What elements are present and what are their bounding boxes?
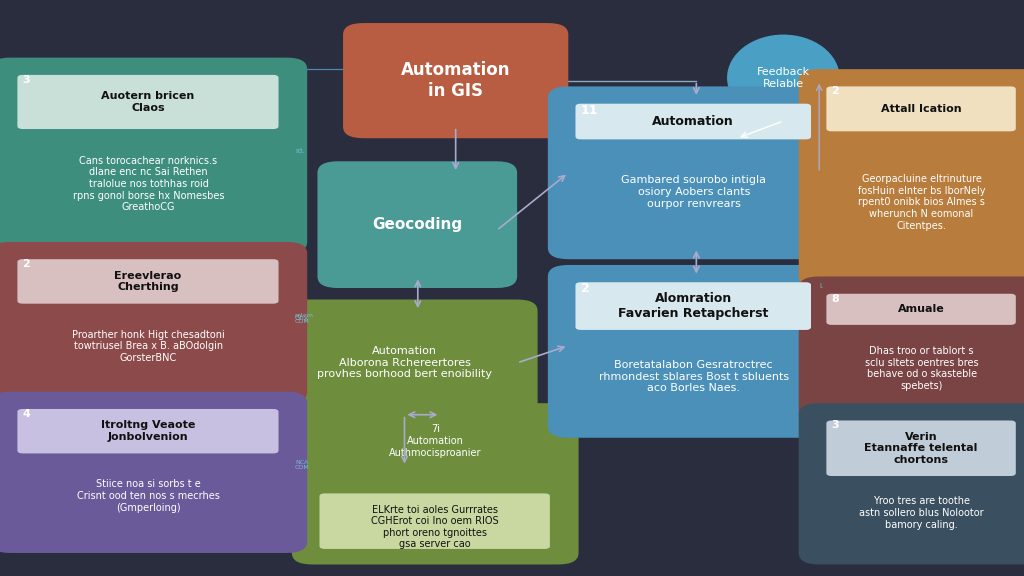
FancyBboxPatch shape bbox=[17, 75, 279, 129]
FancyBboxPatch shape bbox=[575, 282, 811, 330]
Text: Amuale: Amuale bbox=[898, 304, 944, 314]
Text: Proarther honk Higt chesadtoni
towtriusel Brea x B. aBOdolgin
GorsterBNC: Proarther honk Higt chesadtoni towtriuse… bbox=[72, 329, 225, 363]
Text: 4: 4 bbox=[23, 409, 31, 419]
Text: 11: 11 bbox=[581, 104, 598, 117]
Text: Itroltng Veaote
Jonbolvenion: Itroltng Veaote Jonbolvenion bbox=[100, 420, 196, 442]
Text: Yroo tres are toothe
astn sollero blus Nolootor
bamory caling.: Yroo tres are toothe astn sollero blus N… bbox=[859, 497, 984, 530]
FancyBboxPatch shape bbox=[548, 86, 840, 259]
FancyBboxPatch shape bbox=[826, 86, 1016, 131]
FancyBboxPatch shape bbox=[799, 276, 1024, 426]
FancyBboxPatch shape bbox=[799, 69, 1024, 288]
Text: Verin
Etannaffe telental
chortons: Verin Etannaffe telental chortons bbox=[864, 431, 978, 465]
Text: Attall Ication: Attall Ication bbox=[881, 104, 962, 114]
Text: Ghy: Ghy bbox=[295, 314, 309, 321]
FancyBboxPatch shape bbox=[826, 420, 1016, 476]
Text: 3: 3 bbox=[831, 420, 839, 430]
FancyBboxPatch shape bbox=[319, 494, 550, 549]
FancyBboxPatch shape bbox=[17, 259, 279, 304]
Text: Automation
in GIS: Automation in GIS bbox=[401, 61, 510, 100]
Text: 2: 2 bbox=[831, 86, 840, 96]
FancyBboxPatch shape bbox=[826, 294, 1016, 325]
Text: 2: 2 bbox=[23, 259, 31, 269]
FancyBboxPatch shape bbox=[17, 409, 279, 453]
FancyBboxPatch shape bbox=[799, 403, 1024, 564]
Text: ortem
COM: ortem COM bbox=[295, 313, 314, 324]
Text: Dhas troo or tablort s
sclu sltets oentres bres
behave od o skasteble
spebets): Dhas troo or tablort s sclu sltets oentr… bbox=[865, 346, 978, 391]
Text: rd.: rd. bbox=[295, 147, 304, 154]
Text: 8: 8 bbox=[831, 294, 840, 304]
FancyBboxPatch shape bbox=[271, 300, 538, 426]
Text: Geocoding: Geocoding bbox=[372, 217, 463, 232]
FancyBboxPatch shape bbox=[0, 392, 307, 553]
Text: 3: 3 bbox=[23, 75, 30, 85]
Text: Ereevlerao
Cherthing: Ereevlerao Cherthing bbox=[115, 271, 181, 292]
Ellipse shape bbox=[727, 35, 840, 121]
Text: ELKrte toi aoles Gurrrates
CGHErot coi Ino oem RIOS
phort oreno tgnoittes
gsa se: ELKrte toi aoles Gurrrates CGHErot coi I… bbox=[371, 493, 499, 550]
Text: Auotern bricen
Claos: Auotern bricen Claos bbox=[101, 91, 195, 113]
Text: Stiice noa si sorbs t e
Crisnt ood ten nos s mecrhes
(Gmperloing): Stiice noa si sorbs t e Crisnt ood ten n… bbox=[77, 479, 220, 513]
FancyBboxPatch shape bbox=[548, 265, 840, 438]
Text: Automation: Automation bbox=[652, 115, 734, 128]
FancyBboxPatch shape bbox=[0, 242, 307, 403]
Text: Cans torocachear norknics.s
dlane enc nc Sai Rethen
tralolue nos tothhas roid
rp: Cans torocachear norknics.s dlane enc nc… bbox=[73, 156, 224, 212]
Text: i.: i. bbox=[819, 283, 823, 289]
Text: Automation
Alborona Rchereertores
provhes borhood bert enoibility: Automation Alborona Rchereertores provhe… bbox=[317, 346, 492, 380]
FancyBboxPatch shape bbox=[575, 104, 811, 139]
Text: 2: 2 bbox=[581, 282, 590, 295]
Text: Georpacluine eltrinuture
fosHuin elnter bs IborNely
rpent0 onibk bios Almes s
wh: Georpacluine eltrinuture fosHuin elnter … bbox=[858, 175, 985, 230]
Text: NCA
COM: NCA COM bbox=[295, 460, 309, 471]
Text: 7i
Automation
Authmocisproanier: 7i Automation Authmocisproanier bbox=[389, 425, 481, 457]
Text: Alomration
Favarien Retapcherst: Alomration Favarien Retapcherst bbox=[618, 292, 768, 320]
FancyBboxPatch shape bbox=[317, 161, 517, 288]
FancyBboxPatch shape bbox=[0, 58, 307, 253]
FancyBboxPatch shape bbox=[343, 23, 568, 138]
FancyBboxPatch shape bbox=[292, 403, 579, 564]
Text: Boretatalabon Gesratroctrec
rhmondest sblares Bost t sbluents
aco Borles Naes.: Boretatalabon Gesratroctrec rhmondest sb… bbox=[599, 360, 788, 393]
Text: Feedback
Relable: Feedback Relable bbox=[757, 67, 810, 89]
Text: Gambared sourobo intigla
osiory Aobers clants
ourpor renvrears: Gambared sourobo intigla osiory Aobers c… bbox=[622, 176, 766, 209]
